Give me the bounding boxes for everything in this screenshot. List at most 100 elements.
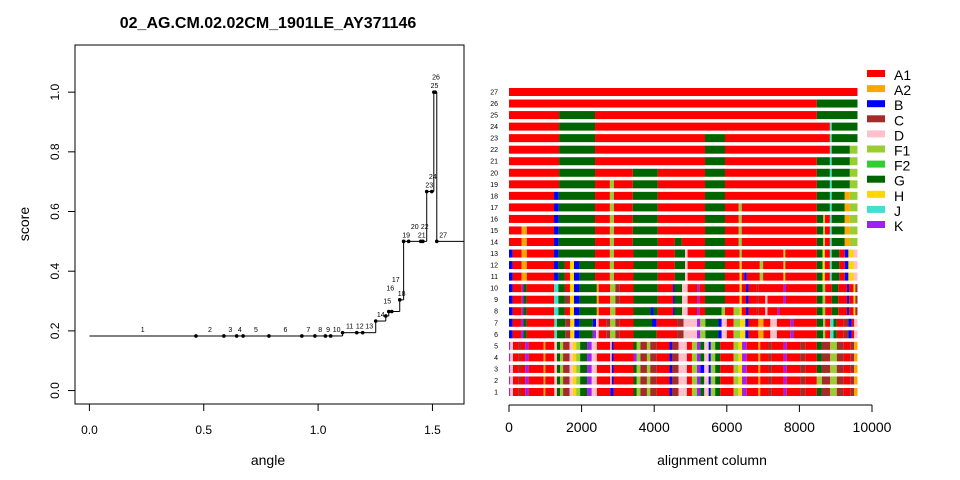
segment-F1 — [609, 226, 614, 235]
segment-B — [611, 341, 614, 350]
segment-A1 — [545, 376, 555, 385]
segment-G — [816, 157, 830, 166]
segment-D — [554, 341, 557, 350]
segment-K — [633, 353, 637, 362]
segment-A1 — [509, 203, 555, 212]
segment-G — [674, 272, 686, 281]
segment-D — [569, 388, 573, 396]
segment-G — [705, 180, 725, 189]
segment-F1 — [576, 388, 581, 396]
legend-swatch-F2 — [867, 160, 885, 168]
data-point — [397, 298, 402, 302]
legend-label: F1 — [894, 143, 911, 159]
segment-D — [610, 353, 612, 362]
segment-F1 — [733, 353, 739, 362]
segment-G — [831, 191, 845, 200]
point-label: 20 — [411, 224, 419, 231]
segment-G — [580, 341, 588, 350]
segment-A1 — [686, 353, 692, 362]
segment-K — [697, 376, 701, 385]
x-tick-label: 0.5 — [195, 423, 212, 437]
left-chart-title: 02_AG.CM.02.02CM_1901LE_AY371146 — [120, 15, 417, 32]
segment-B — [669, 364, 672, 373]
segment-A1 — [545, 364, 555, 373]
segment-B — [574, 318, 580, 327]
segment-K — [509, 388, 511, 396]
segment-F1 — [822, 330, 826, 339]
segment-H — [738, 364, 743, 373]
row-label: 17 — [490, 205, 498, 212]
segment-D — [554, 376, 557, 385]
segment-G — [558, 238, 596, 246]
segment-G — [831, 134, 858, 143]
segment-A2 — [758, 388, 761, 396]
segment-A1 — [805, 364, 817, 373]
segment-B — [573, 261, 580, 270]
segment-D — [765, 295, 768, 304]
segment-C — [615, 295, 620, 304]
segment-H — [783, 261, 786, 270]
segment-G — [816, 284, 823, 293]
segment-A1 — [619, 330, 634, 339]
row-label: 25 — [490, 113, 498, 120]
segment-G — [556, 353, 561, 362]
segment-D — [596, 330, 599, 339]
segment-C — [615, 330, 620, 339]
segment-A1 — [619, 318, 634, 327]
segment-A1 — [760, 388, 769, 396]
segment-K — [742, 388, 747, 396]
segment-G — [633, 318, 653, 327]
segment-A1 — [595, 157, 706, 166]
segment-G — [705, 203, 725, 212]
segment-K — [697, 318, 701, 327]
segment-J — [829, 191, 832, 200]
segment-C — [800, 388, 806, 396]
segment-D — [569, 364, 573, 373]
segment-A1 — [699, 295, 706, 304]
segment-H — [572, 353, 577, 362]
segment-G — [674, 295, 683, 304]
segment-F1 — [849, 145, 858, 154]
segment-F1 — [609, 180, 614, 189]
segment-G — [579, 272, 596, 281]
segment-A1 — [526, 261, 555, 270]
segment-A1 — [520, 388, 526, 396]
legend-label: D — [894, 127, 904, 143]
segment-C — [855, 295, 858, 304]
segment-D — [678, 341, 687, 350]
segment-G — [633, 284, 658, 293]
segment-C — [850, 376, 855, 385]
segment-G — [833, 330, 837, 339]
segment-A1 — [763, 261, 784, 270]
point-label: 9 — [326, 327, 330, 334]
segment-A1 — [758, 307, 766, 316]
row-label: 5 — [494, 343, 498, 350]
row-label: 14 — [490, 240, 498, 247]
segment-B — [708, 376, 711, 385]
segment-F1 — [636, 388, 641, 396]
segment-A1 — [528, 388, 544, 396]
segment-G — [556, 330, 566, 339]
segment-G — [705, 295, 725, 304]
segment-C — [836, 388, 844, 396]
segment-D — [510, 353, 513, 362]
segment-J — [829, 272, 832, 281]
segment-F1 — [733, 376, 739, 385]
data-point — [373, 319, 378, 323]
segment-D — [704, 376, 709, 385]
segment-G — [523, 318, 527, 327]
segment-F1 — [636, 353, 641, 362]
segment-G — [523, 295, 527, 304]
legend-label: B — [894, 97, 903, 113]
segment-A1 — [595, 249, 610, 258]
segment-G — [831, 180, 850, 189]
segment-B — [509, 272, 513, 281]
segment-F1 — [830, 341, 837, 350]
segment-A1 — [793, 318, 817, 327]
segment-G — [523, 284, 527, 293]
segment-G — [705, 249, 725, 258]
segment-C — [671, 353, 679, 362]
segment-G — [633, 364, 637, 373]
segment-A1 — [748, 295, 757, 304]
segment-F1 — [560, 353, 564, 362]
